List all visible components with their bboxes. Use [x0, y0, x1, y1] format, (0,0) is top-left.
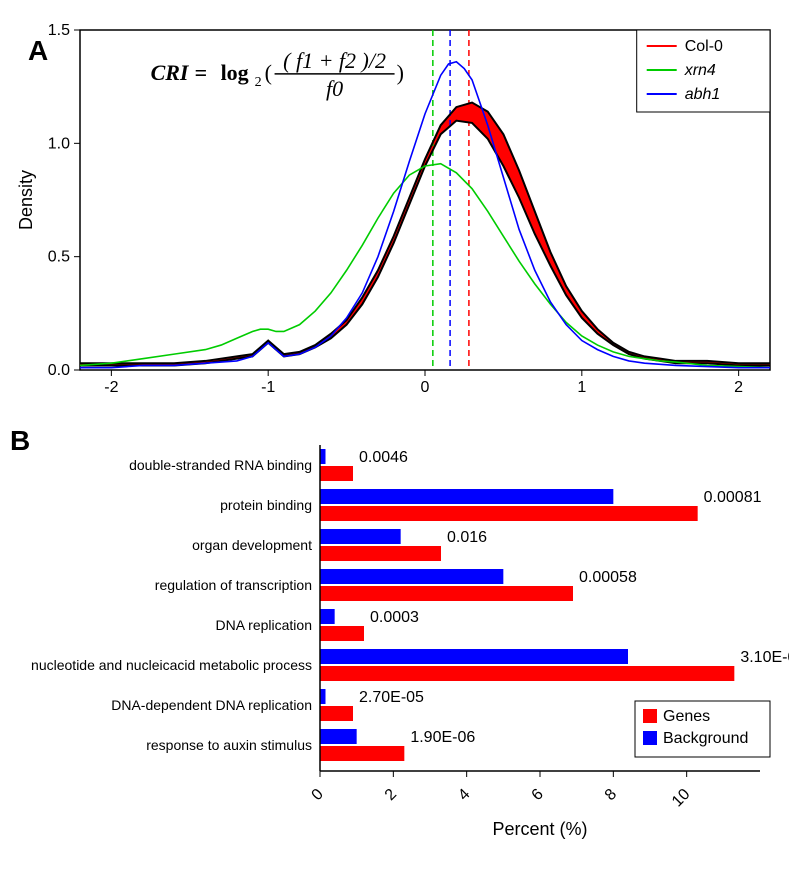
bar-background — [320, 609, 335, 624]
panel-a-legend-label: Col-0 — [685, 38, 723, 55]
panel-b-xtick: 10 — [669, 786, 694, 811]
panel-a-ytick: 0.0 — [48, 362, 70, 379]
bar-genes — [320, 746, 404, 761]
pvalue-label: 0.0003 — [370, 609, 419, 626]
panel-a-legend-label: abh1 — [685, 86, 721, 103]
bar-background — [320, 449, 326, 464]
panel-a-label: A — [28, 35, 48, 66]
category-label: double-stranded RNA binding — [129, 457, 312, 473]
panel-b-label: B — [10, 425, 30, 456]
svg-text:(: ( — [265, 60, 272, 85]
pvalue-label: 0.00058 — [579, 569, 637, 586]
bar-background — [320, 529, 401, 544]
bar-genes — [320, 626, 364, 641]
pvalue-label: 0.016 — [447, 529, 487, 546]
panel-a-formula: CRI = log 2( ( f1 + f2 )/2 f0) — [151, 48, 404, 101]
svg-text:CRI: CRI — [151, 60, 190, 85]
panel-a-ytick: 1.5 — [48, 22, 70, 39]
panel-a-xtick: -1 — [261, 379, 275, 396]
svg-text:log: log — [221, 60, 249, 85]
panel-b-xtick: 0 — [309, 786, 327, 804]
panel-b-legend-label: Genes — [663, 708, 710, 725]
panel-a-xtick: 2 — [734, 379, 743, 396]
category-label: response to auxin stimulus — [146, 737, 312, 753]
panel-b-xtick: 6 — [529, 786, 547, 804]
svg-text:=: = — [195, 60, 208, 85]
panel-b-xtick: 4 — [455, 786, 473, 804]
bar-genes — [320, 466, 353, 481]
bar-genes — [320, 586, 573, 601]
pvalue-label: 2.70E-05 — [359, 689, 424, 706]
svg-text:): ) — [397, 60, 404, 85]
panel-a-xtick: 0 — [421, 379, 430, 396]
panel-a-xtick: 1 — [577, 379, 586, 396]
svg-text:f0: f0 — [326, 76, 343, 101]
bar-genes — [320, 546, 441, 561]
category-label: DNA-dependent DNA replication — [111, 697, 312, 713]
panel-a-curve-green — [80, 164, 770, 368]
panel-b-xtick: 8 — [602, 786, 620, 804]
panel-b-xlabel: Percent (%) — [492, 819, 587, 839]
panel-a-curve-black_top — [80, 103, 770, 364]
figure: { "panelA": { "label": "A", "type": "den… — [0, 0, 789, 885]
panel-a-xtick: -2 — [104, 379, 118, 396]
panel-b-legend-label: Background — [663, 730, 748, 747]
panel-b-xtick: 2 — [382, 786, 400, 804]
bar-background — [320, 649, 628, 664]
panel-a-ylabel: Density — [16, 170, 36, 230]
svg-text:2: 2 — [255, 75, 262, 90]
panel-a-ytick: 1.0 — [48, 135, 70, 152]
bar-genes — [320, 706, 353, 721]
category-label: DNA replication — [216, 617, 313, 633]
svg-text:( f1 + f2 )/2: ( f1 + f2 )/2 — [283, 48, 386, 73]
bar-genes — [320, 506, 698, 521]
pvalue-label: 1.90E-06 — [410, 729, 475, 746]
figure-svg: A 0.0 0.5 1.0 1.5 -2 -1 0 1 2 Density Col-0 xrn4 abh1… — [0, 0, 789, 885]
pvalue-label: 0.00081 — [704, 489, 762, 506]
bar-background — [320, 729, 357, 744]
bar-background — [320, 569, 503, 584]
category-label: regulation of transcription — [155, 577, 312, 593]
panel-a-ytick: 0.5 — [48, 249, 70, 266]
pvalue-label: 0.0046 — [359, 449, 408, 466]
panel-a-legend-label: xrn4 — [684, 62, 716, 79]
category-label: protein binding — [220, 497, 312, 513]
category-label: organ development — [192, 537, 312, 553]
panel-b-legend-swatch — [643, 709, 657, 723]
panel-b-legend-swatch — [643, 731, 657, 745]
bar-background — [320, 689, 326, 704]
bar-genes — [320, 666, 734, 681]
bar-background — [320, 489, 613, 504]
panel-a-fill — [80, 103, 770, 366]
pvalue-label: 3.10E-05 — [740, 649, 789, 666]
category-label: nucleotide and nucleicacid metabolic pro… — [31, 657, 312, 673]
